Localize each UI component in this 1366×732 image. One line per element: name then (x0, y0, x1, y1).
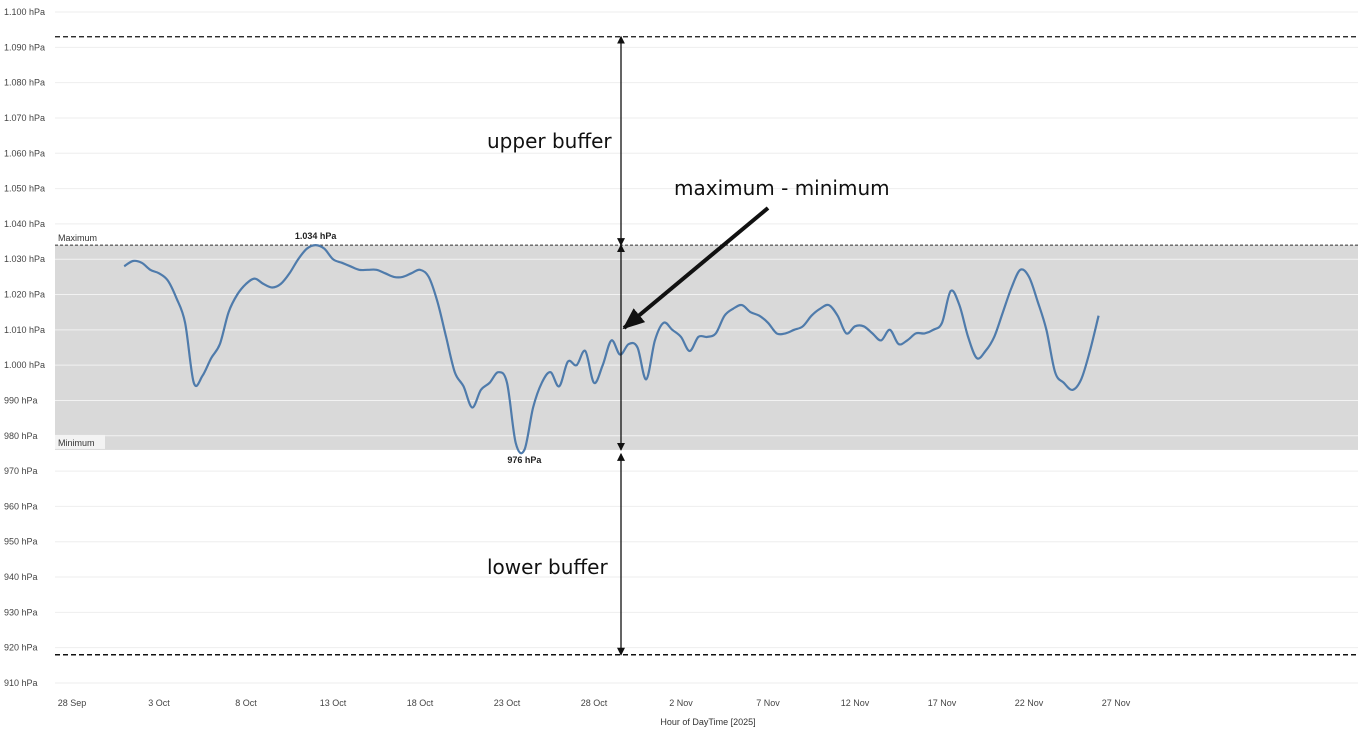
min-value-label: 976 hPa (507, 455, 542, 465)
y-tick-label: 1.080 hPa (4, 78, 45, 88)
x-tick-label: 2 Nov (669, 698, 693, 708)
x-tick-label: 18 Oct (407, 698, 434, 708)
y-tick-label: 920 hPa (4, 643, 38, 653)
minimum-label: Minimum (58, 438, 95, 448)
x-tick-label: 12 Nov (841, 698, 870, 708)
x-tick-label: 17 Nov (928, 698, 957, 708)
y-tick-label: 970 hPa (4, 466, 38, 476)
x-tick-label: 28 Sep (58, 698, 87, 708)
y-tick-label: 980 hPa (4, 431, 38, 441)
x-tick-label: 22 Nov (1015, 698, 1044, 708)
x-tick-label: 28 Oct (581, 698, 608, 708)
minimum-label-background (55, 434, 105, 449)
y-tick-label: 1.010 hPa (4, 325, 45, 335)
x-tick-label: 23 Oct (494, 698, 521, 708)
x-tick-label: 7 Nov (756, 698, 780, 708)
y-tick-label: 1.060 hPa (4, 148, 45, 158)
range-pointer-arrow (622, 206, 770, 330)
x-axis-tick-labels: 28 Sep 3 Oct 8 Oct 13 Oct 18 Oct 23 Oct 28 Oct… (58, 698, 1131, 708)
y-tick-label: 1.090 hPa (4, 42, 45, 52)
x-tick-label: 13 Oct (320, 698, 347, 708)
max-value-label: 1.034 hPa (295, 231, 338, 241)
y-tick-label: 990 hPa (4, 395, 38, 405)
y-tick-label: 1.050 hPa (4, 184, 45, 194)
y-tick-label: 940 hPa (4, 572, 38, 582)
min-max-band (55, 245, 1358, 450)
x-axis-title: Hour of DayTime [2025] (660, 717, 755, 727)
y-axis-tick-labels: 910 hPa 920 hPa 930 hPa 940 hPa 950 hPa 960 h… (4, 7, 45, 688)
upper-buffer-annotation: upper buffer (487, 129, 612, 153)
y-tick-label: 930 hPa (4, 607, 38, 617)
x-tick-label: 3 Oct (148, 698, 170, 708)
range-annotation: maximum - minimum (674, 176, 890, 200)
y-tick-label: 910 hPa (4, 678, 38, 688)
y-tick-label: 1.070 hPa (4, 113, 45, 123)
y-tick-label: 950 hPa (4, 537, 38, 547)
y-tick-label: 1.030 hPa (4, 254, 45, 264)
x-tick-label: 27 Nov (1102, 698, 1131, 708)
pressure-series-line (123, 244, 1100, 455)
x-tick-label: 8 Oct (235, 698, 257, 708)
y-tick-label: 1.020 hPa (4, 290, 45, 300)
y-tick-label: 1.100 hPa (4, 7, 45, 17)
y-tick-label: 960 hPa (4, 501, 38, 511)
lower-buffer-annotation: lower buffer (487, 555, 608, 579)
annotation-arrows (617, 35, 770, 656)
y-tick-label: 1.040 hPa (4, 219, 45, 229)
y-tick-label: 1.000 hPa (4, 360, 45, 370)
maximum-label: Maximum (58, 233, 97, 243)
